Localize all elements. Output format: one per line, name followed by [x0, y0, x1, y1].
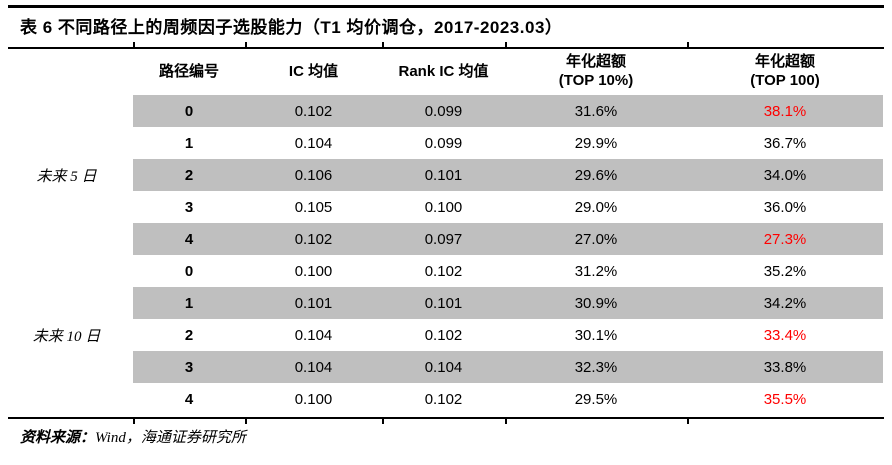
row-group-label: 未来 5 日 [0, 95, 133, 255]
cell-annual-excess-top100: 33.8% [687, 351, 883, 383]
cell-ic-mean: 0.101 [245, 287, 382, 319]
cell-annual-excess-top10: 31.6% [505, 95, 687, 127]
table-title: 表 6 不同路径上的周频因子选股能力（T1 均价调仓，2017-2023.03） [20, 18, 563, 37]
column-tick [382, 42, 384, 47]
cell-ic-mean: 0.102 [245, 95, 382, 127]
cell-annual-excess-top100: 35.2% [763, 262, 807, 280]
cell-path-number: 0 [184, 262, 194, 280]
table-header: 路径编号 IC 均值 Rank IC 均值 年化超额 (TOP 10%) 年化超… [0, 49, 883, 95]
header-label: (TOP 100) [750, 72, 820, 89]
header-cell-path: 路径编号 [133, 49, 245, 95]
cell-path-number: 1 [184, 134, 194, 152]
cell-rank-ic-mean: 0.099 [382, 95, 505, 127]
header-cell-ic: IC 均值 [245, 49, 382, 95]
top-rule [8, 5, 884, 8]
bottom-rule [8, 417, 884, 424]
table-row: 1 0.104 0.099 29.9% 36.7% [0, 127, 883, 159]
cell-rank-ic-mean: 0.100 [424, 198, 463, 216]
cell-annual-excess-top10: 30.1% [574, 326, 618, 344]
header-label: (TOP 10%) [558, 72, 634, 89]
cell-rank-ic-mean: 0.099 [424, 134, 463, 152]
cell-path-number: 1 [133, 287, 245, 319]
cell-annual-excess-top100: 27.3% [687, 223, 883, 255]
cell-annual-excess-top10: 29.5% [574, 390, 618, 408]
column-tick [687, 419, 689, 424]
cell-annual-excess-top100: 38.1% [687, 95, 883, 127]
header-label: 年化超额 [754, 53, 815, 71]
table-row: 未来 5 日 0 0.102 0.099 31.6% 38.1% [0, 95, 883, 255]
cell-path-number: 4 [184, 390, 194, 408]
table-row: 3 0.105 0.100 29.0% 36.0% [0, 191, 883, 223]
cell-ic-mean: 0.104 [294, 134, 333, 152]
cell-ic-mean: 0.102 [245, 223, 382, 255]
cell-annual-excess-top100: 34.2% [687, 287, 883, 319]
column-tick [505, 42, 507, 47]
data-source-line: 资料来源：Wind，海通证券研究所 [20, 426, 246, 447]
cell-ic-mean: 0.106 [245, 159, 382, 191]
header-label: 年化超额 [565, 53, 626, 71]
table-row: 未来 10 日 0 0.100 0.102 31.2% 35.2% [0, 255, 883, 415]
header-row: 路径编号 IC 均值 Rank IC 均值 年化超额 (TOP 10%) 年化超… [0, 49, 883, 95]
row-group-label: 未来 10 日 [0, 255, 133, 415]
header-cell-top10: 年化超额 (TOP 10%) [505, 49, 687, 95]
source-text: Wind，海通证券研究所 [95, 430, 246, 446]
cell-ic-mean: 0.104 [294, 326, 333, 344]
column-tick [133, 42, 135, 47]
column-tick [245, 419, 247, 424]
cell-annual-excess-top10: 29.6% [505, 159, 687, 191]
cell-path-number: 2 [133, 159, 245, 191]
header-label: IC 均值 [288, 62, 339, 80]
cell-rank-ic-mean: 0.101 [382, 159, 505, 191]
cell-annual-excess-top100: 36.7% [763, 134, 807, 152]
cell-rank-ic-mean: 0.102 [424, 262, 463, 280]
cell-annual-excess-top100: 34.0% [687, 159, 883, 191]
cell-path-number: 2 [184, 326, 194, 344]
table-row: 4 0.102 0.097 27.0% 27.3% [0, 223, 883, 255]
column-tick [245, 42, 247, 47]
cell-path-number: 0 [133, 95, 245, 127]
cell-ic-mean: 0.100 [294, 262, 333, 280]
cell-annual-excess-top100: 35.5% [763, 390, 807, 408]
table-body: 未来 5 日 0 0.102 0.099 31.6% 38.1% 1 0.104 0.099 29… [0, 95, 883, 415]
cell-annual-excess-top10: 30.9% [505, 287, 687, 319]
source-prefix: 资料来源： [20, 430, 96, 446]
column-tick [382, 419, 384, 424]
header-cell-top100: 年化超额 (TOP 100) [687, 49, 883, 95]
header-cell-empty [0, 49, 133, 95]
cell-rank-ic-mean: 0.102 [424, 390, 463, 408]
cell-rank-ic-mean: 0.101 [382, 287, 505, 319]
cell-annual-excess-top100: 36.0% [763, 198, 807, 216]
cell-ic-mean: 0.100 [294, 390, 333, 408]
cell-annual-excess-top10: 27.0% [505, 223, 687, 255]
table-row: 3 0.104 0.104 32.3% 33.8% [0, 351, 883, 383]
cell-path-number: 4 [133, 223, 245, 255]
cell-ic-mean: 0.104 [245, 351, 382, 383]
cell-annual-excess-top100: 33.4% [763, 326, 807, 344]
cell-path-number: 3 [184, 198, 194, 216]
table-row: 2 0.104 0.102 30.1% 33.4% [0, 319, 883, 351]
table-row: 4 0.100 0.102 29.5% 35.5% [0, 383, 883, 415]
cell-rank-ic-mean: 0.102 [424, 326, 463, 344]
table-row: 1 0.101 0.101 30.9% 34.2% [0, 287, 883, 319]
header-label: 路径编号 [158, 62, 219, 80]
header-rule [8, 42, 884, 49]
header-cell-rankic: Rank IC 均值 [382, 49, 505, 95]
cell-annual-excess-top10: 29.9% [574, 134, 618, 152]
column-tick [133, 419, 135, 424]
table-row: 2 0.106 0.101 29.6% 34.0% [0, 159, 883, 191]
cell-rank-ic-mean: 0.097 [382, 223, 505, 255]
cell-rank-ic-mean: 0.104 [382, 351, 505, 383]
cell-annual-excess-top10: 31.2% [574, 262, 618, 280]
factor-performance-table: 路径编号 IC 均值 Rank IC 均值 年化超额 (TOP 10%) 年化超… [0, 49, 883, 415]
cell-ic-mean: 0.105 [294, 198, 333, 216]
cell-annual-excess-top10: 29.0% [574, 198, 618, 216]
cell-annual-excess-top10: 32.3% [505, 351, 687, 383]
header-label: Rank IC 均值 [398, 62, 489, 80]
column-tick [687, 42, 689, 47]
cell-path-number: 3 [133, 351, 245, 383]
column-tick [505, 419, 507, 424]
